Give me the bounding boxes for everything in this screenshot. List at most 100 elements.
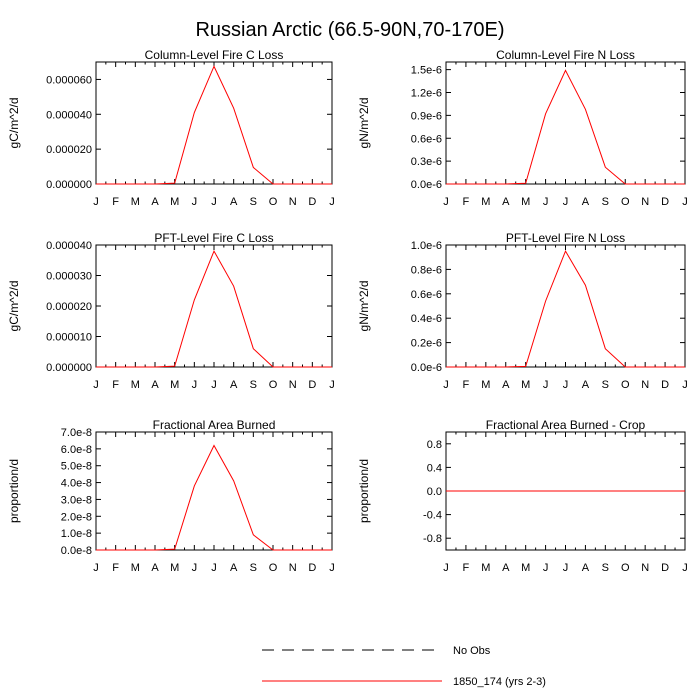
series-line [446, 249, 685, 368]
x-tick-label: J [93, 196, 99, 208]
series-line [446, 69, 685, 185]
x-tick-label: J [329, 562, 335, 574]
y-tick-label: 0.000010 [46, 332, 92, 344]
chart-panel-6: Fractional Area Burned - Crop proportion/… [357, 418, 688, 574]
x-tick-label: A [582, 196, 590, 208]
panel-title: Fractional Area Burned - Crop [486, 418, 646, 432]
y-tick-label: 2.0e-8 [61, 511, 92, 523]
x-tick-label: S [250, 196, 257, 208]
x-tick-label: A [230, 562, 238, 574]
x-tick-label: A [151, 196, 159, 208]
x-tick-label: M [481, 196, 490, 208]
y-axis-label: gC/m^2/d [7, 281, 21, 332]
x-tick-label: F [112, 196, 119, 208]
x-tick-label: S [250, 379, 257, 391]
y-tick-label: 0.0e-6 [411, 362, 442, 374]
x-tick-label: M [131, 196, 140, 208]
y-tick-label: 0.0e-6 [411, 179, 442, 191]
x-tick-label: A [502, 379, 510, 391]
x-tick-label: O [621, 196, 630, 208]
y-tick-label: 0.2e-6 [411, 338, 442, 350]
x-tick-label: J [93, 379, 99, 391]
y-tick-label: -0.4 [423, 510, 442, 522]
panel-title: PFT-Level Fire C Loss [154, 231, 273, 245]
y-axis-label: gN/m^2/d [357, 98, 371, 149]
plot-frame [95, 61, 333, 185]
y-tick-label: 0.000020 [46, 144, 92, 156]
y-tick-label: 1.0e-6 [411, 240, 442, 252]
x-tick-label: O [269, 196, 278, 208]
y-tick-label: 4.0e-8 [61, 478, 92, 490]
x-tick-label: M [131, 379, 140, 391]
x-tick-label: N [641, 562, 649, 574]
x-tick-label: A [230, 379, 238, 391]
x-tick-label: F [112, 379, 119, 391]
series-line [96, 249, 332, 368]
y-tick-label: 0.4e-6 [411, 313, 442, 325]
y-tick-label: 0.9e-6 [411, 110, 442, 122]
x-tick-label: J [211, 196, 217, 208]
y-tick-label: 0.0 [427, 486, 442, 498]
x-tick-label: D [308, 562, 316, 574]
x-tick-label: J [329, 379, 335, 391]
y-tick-label: 0.000000 [46, 362, 92, 374]
x-tick-label: J [443, 379, 449, 391]
x-tick-label: A [151, 379, 159, 391]
y-tick-label: 0.000000 [46, 179, 92, 191]
x-tick-label: J [543, 196, 549, 208]
x-tick-label: J [211, 562, 217, 574]
y-tick-label: 0.8e-6 [411, 264, 442, 276]
figure-title: Russian Arctic (66.5-90N,70-170E) [195, 19, 504, 41]
x-tick-label: M [521, 379, 530, 391]
x-tick-label: M [481, 379, 490, 391]
y-tick-label: 0.000040 [46, 240, 92, 252]
y-axis-label: gN/m^2/d [357, 281, 371, 332]
y-axis-label: proportion/d [357, 459, 371, 523]
x-tick-label: A [582, 379, 590, 391]
x-tick-label: A [502, 196, 510, 208]
x-tick-label: J [443, 562, 449, 574]
plot-frame [445, 61, 686, 185]
x-tick-label: F [463, 196, 470, 208]
x-tick-label: M [170, 379, 179, 391]
x-tick-label: J [192, 562, 198, 574]
y-tick-label: 0.000020 [46, 301, 92, 313]
plot-frame [445, 244, 686, 368]
x-tick-label: D [661, 562, 669, 574]
x-tick-label: M [481, 562, 490, 574]
y-axis-label: gC/m^2/d [7, 98, 21, 149]
x-tick-label: S [250, 562, 257, 574]
y-tick-label: 0.000060 [46, 74, 92, 86]
x-tick-label: J [682, 196, 688, 208]
panel-title: Column-Level Fire C Loss [145, 48, 284, 62]
x-tick-label: J [329, 196, 335, 208]
x-tick-label: M [170, 562, 179, 574]
x-tick-label: M [131, 562, 140, 574]
x-tick-label: M [521, 196, 530, 208]
x-tick-label: O [269, 562, 278, 574]
y-tick-label: 1.2e-6 [411, 88, 442, 100]
y-tick-label: 0.8 [427, 439, 442, 451]
y-tick-label: 0.0e-8 [61, 545, 92, 557]
x-tick-label: F [463, 379, 470, 391]
x-tick-label: F [112, 562, 119, 574]
x-tick-label: N [289, 379, 297, 391]
x-tick-label: J [543, 562, 549, 574]
y-axis-label: proportion/d [7, 459, 21, 523]
x-tick-label: O [621, 562, 630, 574]
y-tick-label: 0.6e-6 [411, 133, 442, 145]
plot-frame [95, 431, 333, 551]
panel-title: Column-Level Fire N Loss [496, 48, 635, 62]
x-tick-label: J [682, 379, 688, 391]
y-tick-label: 3.0e-8 [61, 494, 92, 506]
x-tick-label: F [463, 562, 470, 574]
y-tick-label: 1.0e-8 [61, 528, 92, 540]
panel-title: Fractional Area Burned [153, 418, 276, 432]
x-tick-label: S [602, 196, 609, 208]
y-tick-label: 0.3e-6 [411, 156, 442, 168]
